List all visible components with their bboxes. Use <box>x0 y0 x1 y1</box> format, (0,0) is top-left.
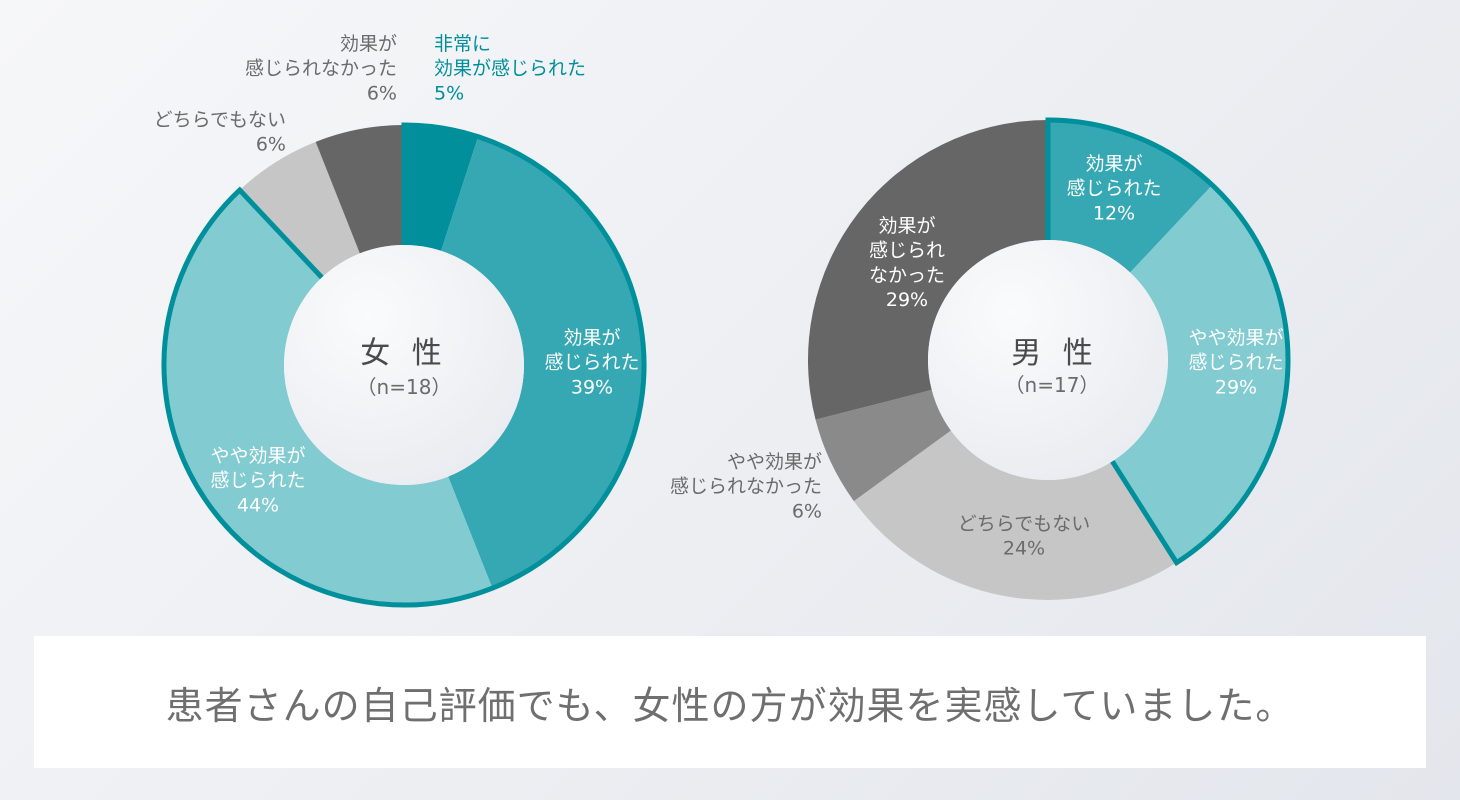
female-slice-label-line: 効果が感じられた <box>434 58 586 80</box>
male-slice-label-3: やや効果が感じられなかった 6% <box>670 451 822 522</box>
female-center-title: 女 性 <box>360 336 448 371</box>
male-slices <box>808 120 1288 600</box>
female-slice-label-4: 効果が感じられなかった 6% <box>245 33 397 104</box>
male-center-title: 男 性 <box>1011 336 1099 371</box>
male-slice-label-1: やや効果が感じられた 29% <box>1188 327 1283 398</box>
male-slice-percent-1: 29% <box>1215 376 1257 398</box>
female-slice-percent-4: 6% <box>367 82 397 104</box>
female-slice-label-line: 感じられた <box>544 352 639 374</box>
female-slice-label-line: 効果が <box>563 327 620 349</box>
female-slices <box>163 125 645 606</box>
male-slice-label-line: なかった <box>869 264 945 286</box>
female-slice-3 <box>239 141 360 278</box>
donut-chart-male: 男 性 （n=17） 効果が感じられた 12%やや効果が感じられた 29%どちらでも… <box>670 117 1291 600</box>
female-slice-0 <box>404 125 479 251</box>
chart-area: 女 性 （n=18） 非常に効果が感じられた 5%効果が感じられた 39%やや効果が… <box>154 33 1291 608</box>
male-slice-3 <box>815 389 951 502</box>
female-slice-label-2: やや効果が感じられた 44% <box>210 445 305 516</box>
female-slice-2 <box>163 190 493 606</box>
caption-box: 患者さんの自己評価でも、女性の方が効果を実感していました。 <box>34 636 1426 768</box>
female-highlight-outline <box>161 122 647 608</box>
female-slice-label-0: 非常に効果が感じられた 5% <box>434 33 586 104</box>
male-slice-label-line: 感じられなかった <box>670 476 822 498</box>
female-slice-percent-3: 6% <box>256 134 286 156</box>
female-slice-label-line: やや効果が <box>210 445 305 467</box>
male-slice-label-line: 効果が <box>1085 153 1142 175</box>
male-slice-1 <box>1112 185 1288 563</box>
caption-text: 患者さんの自己評価でも、女性の方が効果を実感していました。 <box>165 683 1295 728</box>
male-slice-label-4: 効果が感じられなかった 29% <box>869 215 945 311</box>
male-slice-label-line: 感じられ <box>869 240 945 262</box>
male-slice-label-2: どちらでもない 24% <box>958 513 1090 560</box>
male-slice-0 <box>1048 120 1213 273</box>
female-labels: 非常に効果が感じられた 5%効果が感じられた 39%やや効果が感じられた 44%どちら… <box>154 33 640 516</box>
male-slice-4 <box>808 120 1048 420</box>
female-slice-percent-0: 5% <box>434 82 464 104</box>
male-slice-percent-0: 12% <box>1093 202 1135 224</box>
male-slice-2 <box>853 430 1177 600</box>
female-slice-label-line: どちらでもない <box>154 109 286 131</box>
male-slice-percent-2: 24% <box>1003 538 1045 560</box>
female-slice-label-3: どちらでもない 6% <box>154 109 286 156</box>
female-slice-label-1: 効果が感じられた 39% <box>544 327 639 398</box>
female-slice-label-line: 感じられた <box>210 470 305 492</box>
female-slice-1 <box>441 136 645 589</box>
male-highlight-outline <box>1045 117 1291 567</box>
male-slice-percent-3: 6% <box>792 500 822 522</box>
male-slice-label-line: やや効果が <box>1188 327 1283 349</box>
male-center-hole <box>928 240 1168 480</box>
male-center-subtitle: （n=17） <box>1005 373 1100 397</box>
female-slice-label-line: 非常に <box>434 33 491 55</box>
female-center-hole <box>284 245 524 485</box>
male-labels: 効果が感じられた 12%やや効果が感じられた 29%どちらでもない 24%やや効果が感… <box>670 153 1284 560</box>
female-slice-label-line: 感じられなかった <box>245 58 397 80</box>
female-slice-4 <box>315 125 404 254</box>
donut-chart-female: 女 性 （n=18） 非常に効果が感じられた 5%効果が感じられた 39%やや効果が… <box>154 33 647 608</box>
male-slice-label-line: 効果が <box>878 215 935 237</box>
male-slice-label-line: 感じられた <box>1066 178 1161 200</box>
male-slice-label-line: 感じられた <box>1188 352 1283 374</box>
female-slice-percent-2: 44% <box>237 494 279 516</box>
female-slice-percent-1: 39% <box>571 376 613 398</box>
male-slice-label-line: やや効果が <box>727 451 822 473</box>
female-center-subtitle: （n=18） <box>357 375 452 399</box>
male-slice-percent-4: 29% <box>886 289 928 311</box>
male-slice-label-line: どちらでもない <box>958 513 1090 535</box>
female-slice-label-line: 効果が <box>340 33 397 55</box>
male-slice-label-0: 効果が感じられた 12% <box>1066 153 1161 224</box>
